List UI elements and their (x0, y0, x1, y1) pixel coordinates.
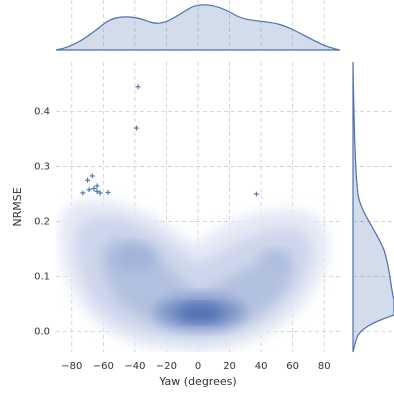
x-tick-label: 80 (318, 361, 331, 372)
scatter-point (105, 189, 111, 195)
scatter-point (80, 190, 86, 196)
x-tick-label: 20 (223, 361, 236, 372)
x-tick-label: −40 (124, 361, 145, 372)
x-tick-label: 60 (286, 361, 299, 372)
x-tick-label: 40 (255, 361, 268, 372)
x-tick-label: −60 (93, 361, 114, 372)
scatter-point (97, 190, 103, 196)
y-marginal-kde (352, 61, 394, 353)
x-tick-label: 0 (195, 361, 201, 372)
y-tick-label: 0.2 (34, 217, 50, 228)
x-tick-label: −80 (61, 361, 82, 372)
scatter-point (91, 186, 97, 192)
scatter-point (94, 188, 100, 194)
scatter-point (133, 125, 139, 131)
scatter-point (85, 177, 91, 183)
y-tick-label: 0.4 (34, 107, 50, 118)
scatter-point (253, 191, 259, 197)
x-axis-label: Yaw (degrees) (158, 375, 236, 388)
scatter-point (135, 84, 141, 90)
scatter-point (89, 173, 95, 179)
x-marginal-kde (55, 4, 341, 51)
y-tick-label: 0.1 (34, 272, 50, 283)
y-tick-label: 0.0 (34, 327, 50, 338)
x-tick-label: −20 (156, 361, 177, 372)
y-tick-label: 0.3 (34, 162, 50, 173)
scatter-point (94, 183, 100, 189)
y-axis-label: NRMSE (11, 187, 24, 226)
scatter-point (86, 187, 92, 193)
kde-density (58, 200, 329, 352)
